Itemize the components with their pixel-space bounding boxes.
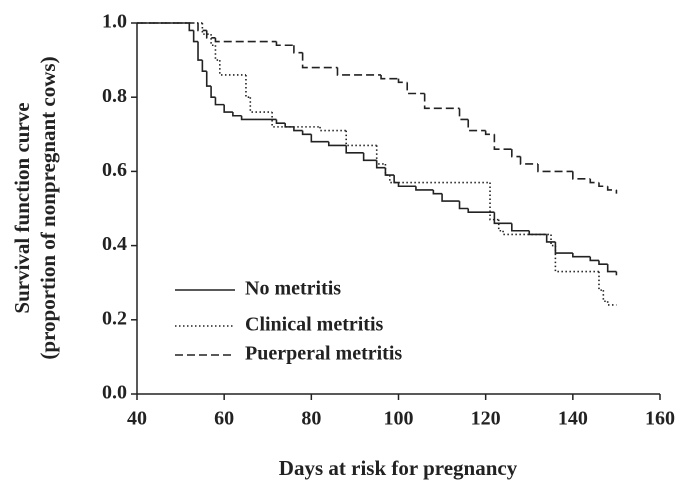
- y-tick-label: 0.2: [102, 307, 127, 329]
- survival-step: [301, 130, 312, 136]
- survival-step: [545, 234, 556, 243]
- survival-step: [245, 74, 251, 98]
- survival-step: [319, 126, 347, 132]
- survival-step: [214, 45, 220, 61]
- y-tick-label: 1.0: [102, 11, 127, 33]
- survival-step: [293, 126, 303, 132]
- survival-step: [380, 74, 399, 80]
- survival-step: [493, 134, 512, 150]
- survival-step: [345, 145, 364, 154]
- survival-step: [511, 223, 530, 232]
- survival-step: [423, 93, 460, 110]
- survival-step: [598, 271, 604, 291]
- survival-step: [301, 52, 338, 69]
- survival-step: [388, 175, 491, 184]
- survival-step: [572, 253, 591, 258]
- survival-step: [192, 30, 199, 43]
- y-tick-label: 0.6: [102, 159, 127, 181]
- survival-step: [384, 167, 395, 176]
- survival-step: [362, 152, 377, 162]
- survival-step: [497, 219, 504, 232]
- survival-step: [275, 119, 286, 124]
- survival-step: [188, 23, 194, 32]
- survival-step: [219, 60, 246, 76]
- x-tick-label: 40: [127, 408, 147, 430]
- legend-label: Puerperal metritis: [245, 343, 402, 365]
- survival-step: [293, 45, 303, 54]
- x-tick-label: 120: [471, 408, 501, 430]
- survival-step: [271, 112, 321, 128]
- survival-step: [458, 108, 469, 121]
- x-tick-label: 100: [384, 408, 414, 430]
- survival-step: [214, 37, 277, 43]
- survival-step: [511, 149, 521, 158]
- survival-step: [393, 175, 399, 184]
- survival-step: [606, 186, 617, 191]
- survival-step: [406, 82, 425, 95]
- survival-step: [598, 260, 608, 265]
- survival-step: [572, 171, 591, 180]
- survival-step: [484, 130, 495, 136]
- survival-step: [327, 141, 347, 147]
- y-tick-label: 0.8: [102, 85, 127, 107]
- survival-step: [606, 264, 617, 273]
- survival-step: [415, 186, 434, 191]
- x-tick-label: 140: [558, 408, 588, 430]
- survival-step: [397, 78, 408, 84]
- y-tick-label: 0.0: [102, 382, 127, 404]
- y-tick-label: 0.4: [102, 233, 127, 255]
- survival-step: [240, 115, 277, 121]
- survival-step: [489, 182, 499, 221]
- survival-step: [205, 30, 216, 39]
- survival-step: [493, 212, 512, 225]
- x-tick-label: 160: [645, 408, 675, 430]
- survival-step: [519, 156, 538, 165]
- survival-step: [201, 23, 212, 35]
- survival-step: [502, 230, 552, 236]
- survival-step: [310, 134, 329, 143]
- survival-step: [458, 201, 469, 210]
- survival-step: [537, 163, 573, 173]
- x-axis-title: Days at risk for pregnancy: [279, 456, 518, 480]
- legend-label: No metritis: [245, 278, 341, 300]
- survival-step: [554, 241, 573, 254]
- survival-step: [467, 119, 486, 132]
- survival-step: [249, 97, 273, 113]
- survival-step: [197, 41, 203, 61]
- survival-step: [210, 86, 216, 98]
- survival-step: [232, 112, 242, 117]
- y-axis-title: Survival function curve: [10, 102, 34, 313]
- survival-step: [275, 41, 294, 47]
- survival-step: [602, 290, 608, 303]
- survival-step: [197, 23, 207, 32]
- survival-step: [598, 182, 608, 188]
- survival-step: [345, 130, 377, 147]
- survival-step: [375, 145, 386, 165]
- survival-step: [554, 245, 599, 273]
- survival-step: [589, 256, 599, 262]
- survival-step: [432, 189, 443, 195]
- survival-step: [284, 123, 294, 128]
- survival-step: [589, 178, 599, 184]
- y-axis-title: (proportion of nonpregnant cows): [36, 56, 60, 359]
- legend-label: Clinical metritis: [245, 314, 384, 336]
- survival-step: [336, 67, 382, 76]
- survival-step: [201, 60, 207, 73]
- survival-step: [223, 104, 233, 113]
- survival-step: [205, 71, 212, 87]
- x-tick-label: 60: [214, 408, 234, 430]
- survival-step: [375, 160, 386, 169]
- survival-step: [397, 182, 416, 188]
- survival-step: [467, 208, 495, 214]
- survival-step: [441, 193, 460, 202]
- x-tick-label: 80: [301, 408, 321, 430]
- survival-step: [606, 301, 617, 306]
- survival-step: [214, 97, 225, 106]
